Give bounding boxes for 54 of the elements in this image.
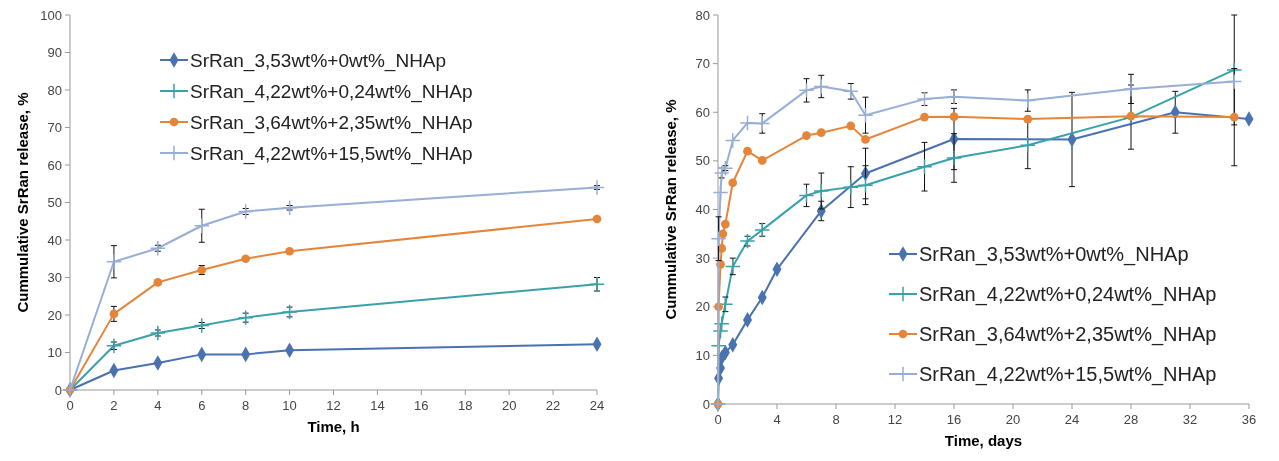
legend-label: SrRan_4,22wt%+15,5wt%_NHAp <box>919 363 1217 386</box>
x-tick-label: 0 <box>66 398 74 413</box>
x-tick-label: 14 <box>370 398 385 413</box>
y-axis-title: Cummulative SrRan release, % <box>14 92 31 313</box>
y-tick-label: 50 <box>47 195 62 211</box>
x-axis-title: Time, h <box>307 418 360 435</box>
legend-label: SrRan_3,64wt%+2,35wt%_NHAp <box>190 111 473 134</box>
y-tick-label: 0 <box>54 382 62 398</box>
y-tick-label: 30 <box>695 250 710 266</box>
y-tick-label: 60 <box>47 157 62 173</box>
y-tick-label: 20 <box>47 307 62 323</box>
y-tick-label: 70 <box>47 120 62 136</box>
y-tick-label: 60 <box>695 104 710 120</box>
x-tick-label: 20 <box>1005 412 1021 427</box>
x-tick-label: 24 <box>589 398 605 413</box>
x-axis-title: Time, days <box>944 432 1023 449</box>
y-tick-label: 90 <box>47 45 62 61</box>
x-tick-label: 4 <box>154 398 162 413</box>
x-tick-label: 24 <box>1064 412 1080 427</box>
y-tick-label: 10 <box>47 345 62 361</box>
x-tick-label: 12 <box>326 398 341 413</box>
x-tick-label: 18 <box>458 398 473 413</box>
x-tick-label: 36 <box>1241 412 1257 427</box>
x-tick-label: 2 <box>110 398 118 413</box>
legend-label: SrRan_3,53wt%+0wt%_NHAp <box>919 243 1189 266</box>
x-tick-label: 16 <box>414 398 429 413</box>
y-tick-label: 20 <box>695 299 710 315</box>
x-tick-label: 32 <box>1182 412 1198 427</box>
y-tick-label: 80 <box>695 7 710 23</box>
y-tick-label: 50 <box>695 153 710 169</box>
legend-label: SrRan_4,22wt%+15,5wt%_NHAp <box>190 142 473 165</box>
x-tick-label: 10 <box>282 398 297 413</box>
x-tick-label: 12 <box>887 412 903 427</box>
y-tick-label: 30 <box>47 270 62 286</box>
legend-label: SrRan_4,22wt%+0,24wt%_NHAp <box>190 80 473 103</box>
x-tick-label: 28 <box>1123 412 1139 427</box>
x-tick-label: 16 <box>946 412 962 427</box>
x-tick-label: 8 <box>242 398 250 413</box>
x-tick-label: 22 <box>545 398 561 413</box>
x-tick-label: 0 <box>714 412 722 427</box>
y-tick-label: 100 <box>40 7 62 23</box>
legend-label: SrRan_4,22wt%+0,24wt%_NHAp <box>919 283 1217 306</box>
y-tick-label: 40 <box>47 232 62 248</box>
x-tick-label: 6 <box>198 398 206 413</box>
legend-label: SrRan_3,53wt%+0wt%_NHAp <box>190 49 447 72</box>
x-tick-label: 20 <box>501 398 517 413</box>
x-tick-label: 8 <box>832 412 840 427</box>
y-tick-label: 40 <box>695 202 710 218</box>
x-tick-label: 4 <box>773 412 781 427</box>
legend-label: SrRan_3,64wt%+2,35wt%_NHAp <box>919 323 1217 346</box>
y-tick-label: 70 <box>695 56 710 72</box>
y-tick-label: 80 <box>47 82 62 98</box>
y-tick-label: 10 <box>695 347 710 363</box>
y-axis-title: Cummulative SrRan release, % <box>662 99 679 320</box>
